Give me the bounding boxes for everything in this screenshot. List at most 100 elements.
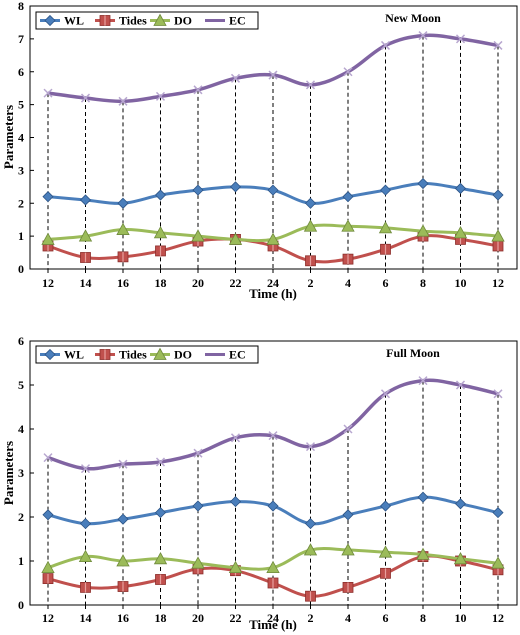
x-tick-label: 12 xyxy=(42,611,54,625)
data-point-wl xyxy=(304,518,317,530)
legend-item-do: DO xyxy=(150,348,192,362)
data-point-ec xyxy=(80,93,91,103)
data-point-wl xyxy=(417,491,429,503)
x-tick-label: 2 xyxy=(308,611,314,625)
data-point-do xyxy=(78,549,93,562)
x-tick-label: 14 xyxy=(80,611,92,625)
x-tick-label: 24 xyxy=(267,276,279,290)
data-point-do xyxy=(228,232,243,245)
data-point-wl xyxy=(454,498,467,510)
data-point-wl xyxy=(379,184,392,196)
data-point-do xyxy=(453,226,468,239)
y-ticks: 0 1 2 3 4 5 6 xyxy=(18,334,34,612)
data-point-do xyxy=(228,560,243,573)
data-point-ec xyxy=(455,34,466,44)
data-point-wl xyxy=(192,500,204,512)
data-point-ec xyxy=(343,67,353,77)
y-tick-label: 7 xyxy=(18,32,24,46)
x-tick-label: 18 xyxy=(155,611,167,625)
data-point-wl xyxy=(192,184,204,196)
y-tick-label: 6 xyxy=(18,334,24,348)
data-point-ec xyxy=(268,70,278,80)
legend-item-tides: Tides xyxy=(95,348,147,362)
data-point-wl xyxy=(229,496,242,508)
data-point-ec xyxy=(155,457,166,467)
data-point-do xyxy=(341,543,355,556)
data-point-do xyxy=(378,221,393,234)
y-tick-label: 1 xyxy=(18,554,24,568)
legend-item-ec: EC xyxy=(205,14,246,28)
x-tick-label: 22 xyxy=(230,611,242,625)
legend-item-wl: WL xyxy=(40,14,84,28)
legend-label: WL xyxy=(64,14,84,28)
data-point-do xyxy=(191,229,205,242)
series-line-ec xyxy=(47,378,499,471)
data-point-do xyxy=(116,554,130,567)
data-point-ec xyxy=(155,91,166,101)
data-point-do xyxy=(491,556,505,569)
data-point-do xyxy=(416,224,430,237)
data-point-do xyxy=(191,556,205,569)
legend-label: WL xyxy=(64,348,84,362)
legend-label: DO xyxy=(174,14,192,28)
series-layer xyxy=(41,376,505,602)
x-tick-label: 18 xyxy=(155,276,167,290)
series-wl xyxy=(42,491,504,530)
data-point-do xyxy=(341,219,355,232)
x-tick-label: 12 xyxy=(492,611,504,625)
x-tick-label: 6 xyxy=(383,611,389,625)
data-point-wl xyxy=(117,197,129,209)
x-tick-label: 4 xyxy=(345,611,351,625)
x-tick-label: 8 xyxy=(420,276,426,290)
legend-item-do: DO xyxy=(150,14,192,28)
data-point-wl xyxy=(229,181,242,193)
data-point-do xyxy=(116,222,130,235)
data-point-ec xyxy=(493,389,503,399)
x-axis-title: Time (h) xyxy=(249,617,297,632)
x-tick-label: 2 xyxy=(308,276,314,290)
data-point-ec xyxy=(230,433,241,443)
x-tick-label: 24 xyxy=(267,611,279,625)
x-tick-label: 10 xyxy=(455,611,467,625)
series-do xyxy=(41,543,505,573)
x-tick-label: 22 xyxy=(230,276,242,290)
series-do xyxy=(41,219,505,245)
x-ticks: 12 14 16 18 20 22 24 2 4 6 8 10 12 xyxy=(42,269,504,290)
data-point-do xyxy=(153,551,168,565)
data-point-ec xyxy=(268,431,278,441)
panel-title: Full Moon xyxy=(386,346,440,360)
y-tick-label: 5 xyxy=(18,378,24,392)
data-point-wl xyxy=(267,184,279,196)
x-tick-label: 14 xyxy=(80,276,92,290)
panel-title: New Moon xyxy=(385,11,441,25)
data-point-wl xyxy=(79,194,92,206)
data-point-do xyxy=(453,551,468,565)
x-tick-label: 20 xyxy=(192,611,204,625)
legend-item-wl: WL xyxy=(40,348,84,362)
legend-marker xyxy=(153,13,167,26)
data-point-wl xyxy=(154,507,167,519)
series-ec xyxy=(43,376,503,474)
data-point-ec xyxy=(193,85,203,95)
y-tick-label: 3 xyxy=(18,466,24,480)
data-point-wl xyxy=(117,513,129,525)
legend-label: EC xyxy=(229,14,246,28)
data-point-ec xyxy=(118,96,128,106)
data-point-wl xyxy=(79,518,92,530)
x-tick-label: 16 xyxy=(117,611,129,625)
legend-label: EC xyxy=(229,348,246,362)
data-point-wl xyxy=(42,509,54,521)
series-tides xyxy=(42,551,504,602)
data-point-do xyxy=(78,229,93,242)
legend-marker xyxy=(44,348,56,361)
series-ec xyxy=(43,31,503,106)
legend-box xyxy=(35,11,259,30)
data-point-wl xyxy=(454,182,467,195)
y-tick-label: 1 xyxy=(18,229,24,243)
y-tick-label: 4 xyxy=(18,131,24,145)
y-tick-label: 0 xyxy=(18,598,24,612)
y-tick-label: 2 xyxy=(18,196,24,210)
